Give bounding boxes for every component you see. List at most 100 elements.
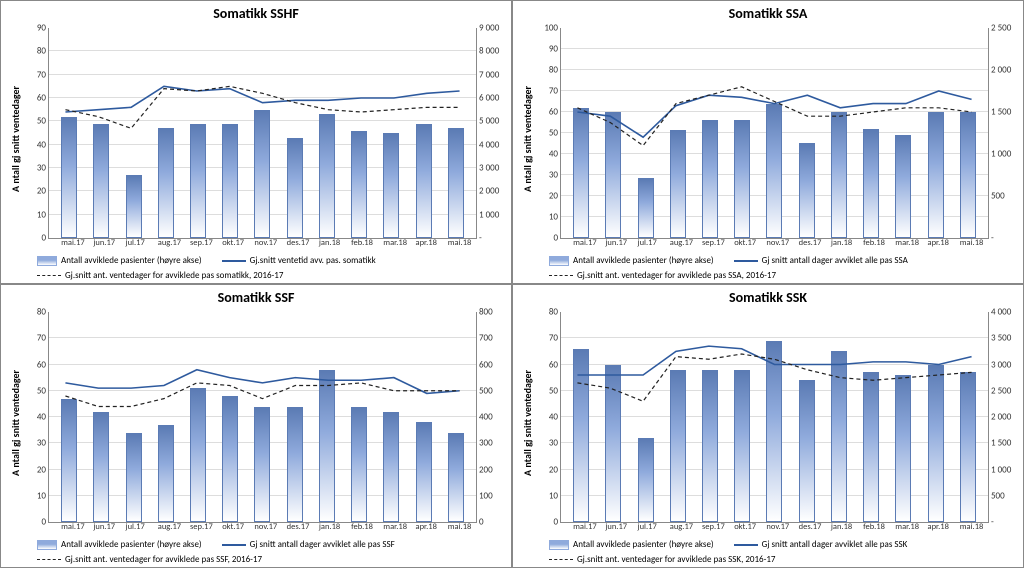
y-axis-label: A ntall gj snitt ventedager bbox=[7, 24, 24, 253]
xtick: jun.17 bbox=[93, 238, 109, 248]
ytick-left: 50 bbox=[37, 116, 49, 127]
chart-title: Somatikk SSF bbox=[7, 289, 505, 306]
legend-swatch-dash bbox=[37, 559, 61, 560]
xtick: mar.18 bbox=[383, 522, 399, 532]
xtick: mar.18 bbox=[383, 238, 399, 248]
xtick: okt.17 bbox=[734, 238, 750, 248]
legend-label: Gj.snitt ant. ventedager for avviklede p… bbox=[65, 270, 283, 281]
legend-swatch-line bbox=[222, 544, 246, 546]
lines-overlay bbox=[49, 28, 476, 238]
xtick: jul.17 bbox=[638, 238, 654, 248]
xtick: mai.17 bbox=[61, 238, 77, 248]
legend-item-bars: Antall avviklede pasienter (høyre akse) bbox=[549, 255, 714, 266]
ytick-left: 80 bbox=[37, 46, 49, 57]
xtick: des.17 bbox=[287, 238, 303, 248]
xtick: apr.18 bbox=[416, 238, 432, 248]
xtick: okt.17 bbox=[222, 238, 238, 248]
legend: Antall avviklede pasienter (høyre akse) G… bbox=[519, 537, 1017, 565]
ytick-left: 90 bbox=[549, 44, 561, 55]
ytick-left: 70 bbox=[549, 333, 561, 344]
xtick: mai.18 bbox=[960, 238, 976, 248]
ytick-right: 3 000 bbox=[476, 163, 499, 174]
plot-wrap: A ntall gj snitt ventedager0102030405060… bbox=[7, 24, 505, 253]
ytick-left: 30 bbox=[37, 438, 49, 449]
xtick: nov.17 bbox=[766, 522, 782, 532]
series-dash bbox=[577, 87, 971, 146]
ytick-right: 0 bbox=[476, 517, 484, 528]
xticks: mai.17jun.17jul.17aug.17sep.17okt.17nov.… bbox=[561, 522, 988, 532]
legend-swatch-bar bbox=[549, 256, 569, 266]
legend-item-line: Gj snitt antall dager avviklet alle pas … bbox=[222, 539, 395, 550]
xtick: feb.18 bbox=[351, 522, 367, 532]
ytick-left: 30 bbox=[37, 163, 49, 174]
ytick-right: 1 000 bbox=[988, 464, 1011, 475]
ytick-left: 70 bbox=[549, 86, 561, 97]
series-line bbox=[577, 91, 971, 137]
xtick: apr.18 bbox=[416, 522, 432, 532]
ytick-left: 20 bbox=[549, 191, 561, 202]
ytick-left: 0 bbox=[41, 517, 49, 528]
ytick-left: 10 bbox=[37, 209, 49, 220]
legend-label: Gj snitt antall dager avviklet alle pas … bbox=[762, 255, 908, 266]
xtick: nov.17 bbox=[254, 522, 270, 532]
y-axis-label: A ntall gj snitt ventedager bbox=[519, 308, 536, 537]
chart-grid: Somatikk SSHFA ntall gj snitt ventedager… bbox=[0, 0, 1024, 568]
ytick-left: 60 bbox=[37, 359, 49, 370]
ytick-left: 60 bbox=[549, 359, 561, 370]
xtick: sep.17 bbox=[702, 238, 718, 248]
xtick: mar.18 bbox=[895, 522, 911, 532]
ytick-left: 50 bbox=[37, 385, 49, 396]
ytick-left: 40 bbox=[549, 149, 561, 160]
xtick: mai.17 bbox=[573, 238, 589, 248]
ytick-left: 30 bbox=[549, 438, 561, 449]
plot-wrap: A ntall gj snitt ventedager0102030405060… bbox=[519, 308, 1017, 537]
legend-item-dash: Gj.snitt ant. ventedager for avviklede p… bbox=[37, 554, 262, 565]
legend-swatch-bar bbox=[549, 540, 569, 550]
legend-item-dash: Gj.snitt ant. ventedager for avviklede p… bbox=[549, 554, 776, 565]
xtick: mai.18 bbox=[448, 522, 464, 532]
ytick-left: 70 bbox=[37, 69, 49, 80]
xtick: mai.18 bbox=[448, 238, 464, 248]
legend-label: Antall avviklede pasienter (høyre akse) bbox=[61, 255, 202, 266]
legend-item-line: Gj.snitt ventetid avv. pas. somatikk bbox=[222, 255, 376, 266]
legend-item-line: Gj snitt antall dager avviklet alle pas … bbox=[734, 255, 908, 266]
ytick-left: 50 bbox=[549, 128, 561, 139]
ytick-right: 3 000 bbox=[988, 359, 1011, 370]
xtick: apr.18 bbox=[928, 238, 944, 248]
legend-label: Gj.snitt ant. ventedager for avviklede p… bbox=[577, 554, 776, 565]
legend-swatch-line bbox=[222, 260, 246, 262]
ytick-right: 700 bbox=[476, 333, 493, 344]
chart-title: Somatikk SSA bbox=[519, 5, 1017, 22]
ytick-left: 10 bbox=[549, 490, 561, 501]
xtick: jan.18 bbox=[319, 522, 335, 532]
ytick-right: 2 500 bbox=[988, 385, 1011, 396]
ytick-left: 10 bbox=[37, 490, 49, 501]
ytick-right: 200 bbox=[476, 464, 493, 475]
ytick-right: 2 500 bbox=[988, 23, 1011, 34]
ytick-left: 100 bbox=[544, 23, 561, 34]
lines-overlay bbox=[561, 312, 988, 522]
legend-label: Antall avviklede pasienter (høyre akse) bbox=[573, 539, 714, 550]
ytick-right: 500 bbox=[476, 385, 493, 396]
ytick-right: 5 000 bbox=[476, 116, 499, 127]
legend-label: Antall avviklede pasienter (høyre akse) bbox=[61, 539, 202, 550]
panel-ssk: Somatikk SSKA ntall gj snitt ventedager0… bbox=[512, 284, 1024, 568]
legend-swatch-bar bbox=[37, 256, 57, 266]
ytick-left: 10 bbox=[549, 212, 561, 223]
xtick: sep.17 bbox=[702, 522, 718, 532]
legend-swatch-dash bbox=[549, 559, 573, 560]
ytick-right: 400 bbox=[476, 412, 493, 423]
xtick: aug.17 bbox=[158, 238, 174, 248]
xtick: des.17 bbox=[799, 522, 815, 532]
ytick-left: 30 bbox=[549, 170, 561, 181]
panel-ssa: Somatikk SSAA ntall gj snitt ventedager0… bbox=[512, 0, 1024, 284]
xtick: mai.18 bbox=[960, 522, 976, 532]
legend-item-bars: Antall avviklede pasienter (høyre akse) bbox=[549, 539, 714, 550]
ytick-right: 1 500 bbox=[988, 107, 1011, 118]
xtick: aug.17 bbox=[670, 238, 686, 248]
ytick-right: 1 000 bbox=[476, 209, 499, 220]
xtick: okt.17 bbox=[222, 522, 238, 532]
ytick-right: 3 500 bbox=[988, 333, 1011, 344]
legend-item-line: Gj snitt antall dager avviklet alle pas … bbox=[734, 539, 908, 550]
xticks: mai.17jun.17jul.17aug.17sep.17okt.17nov.… bbox=[49, 522, 476, 532]
